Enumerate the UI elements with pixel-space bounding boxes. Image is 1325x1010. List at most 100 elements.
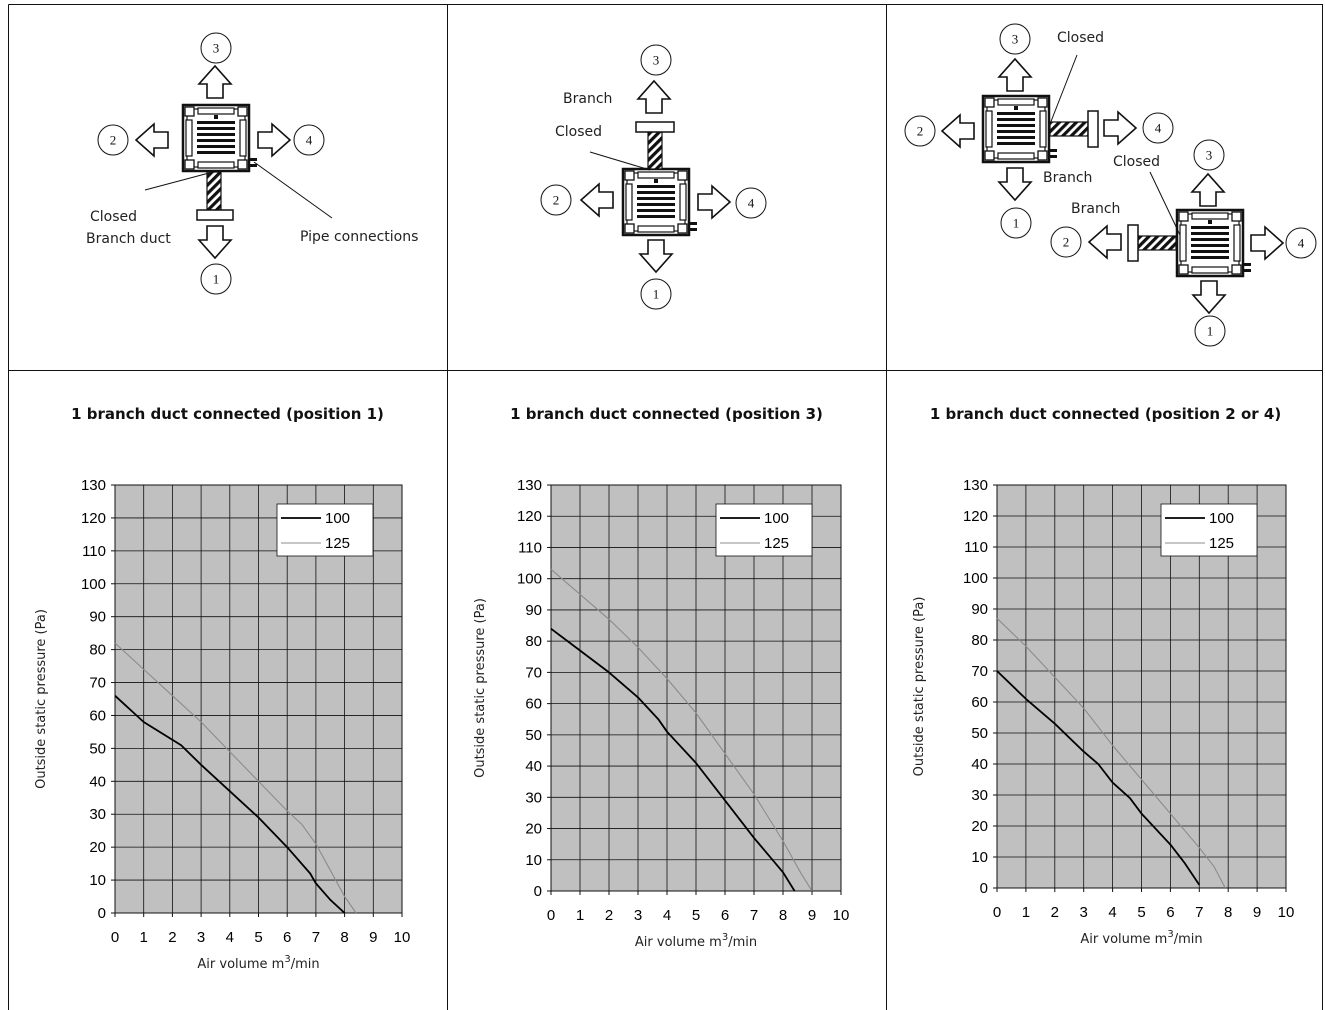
branch-label: Branch	[563, 91, 612, 107]
closed-duct	[1137, 235, 1177, 251]
branch-label: Branch	[1043, 170, 1092, 186]
series-line-125	[114, 642, 357, 914]
y-tick-label: 60	[971, 694, 988, 711]
arrow-right-icon	[697, 185, 731, 219]
x-tick-label: 2	[605, 907, 613, 924]
branch-duct-flange	[196, 209, 234, 221]
y-tick-label: 30	[971, 787, 988, 804]
series-line-125	[996, 617, 1226, 889]
y-tick-label: 120	[81, 510, 106, 527]
y-tick-label: 130	[517, 477, 542, 494]
legend-label: 125	[764, 535, 789, 552]
arrow-left-icon	[941, 114, 975, 148]
branch-duct-flange	[635, 121, 675, 133]
diagram-position-1: 3 2 4 1 Closed Branch duct Pipe connecti…	[86, 32, 418, 295]
branch-label: Branch	[1071, 201, 1120, 217]
arrow-left-icon	[580, 183, 614, 217]
legend-label: 100	[764, 510, 789, 527]
arrow-number-2: 2	[110, 133, 117, 148]
y-tick-label: 120	[517, 508, 542, 525]
arrow-number-4: 4	[1298, 236, 1305, 251]
arrow-down-icon	[639, 239, 673, 273]
arrow-number-3: 3	[1012, 32, 1019, 47]
x-tick-label: 1	[140, 929, 148, 946]
legend-box	[715, 503, 813, 557]
x-tick-label: 10	[833, 907, 850, 924]
cassette-unit-icon	[981, 94, 1059, 164]
y-tick-label: 80	[525, 633, 542, 650]
x-tick-label: 4	[663, 907, 671, 924]
x-tick-label: 2	[168, 929, 176, 946]
y-tick-label: 110	[964, 539, 988, 556]
x-axis-label: Air volume m3/min	[635, 932, 757, 950]
charts-row: 1 branch duct connected (position 1)0102…	[34, 405, 1294, 972]
y-tick-label: 0	[534, 883, 542, 900]
x-tick-label: 8	[340, 929, 348, 946]
x-tick-label: 9	[1253, 904, 1261, 921]
y-tick-label: 40	[525, 758, 542, 775]
arrow-right-icon	[1103, 111, 1137, 145]
y-tick-label: 10	[89, 872, 106, 889]
arrow-number-2: 2	[1063, 235, 1070, 250]
x-tick-label: 1	[1022, 904, 1030, 921]
legend-label: 125	[1209, 535, 1234, 552]
y-tick-label: 60	[525, 696, 542, 713]
arrow-right-icon	[257, 123, 291, 157]
y-tick-label: 70	[525, 664, 542, 681]
legend-box	[276, 503, 374, 557]
y-tick-label: 100	[517, 571, 542, 588]
arrow-number-2: 2	[553, 193, 560, 208]
arrow-number-4: 4	[1155, 121, 1162, 136]
x-tick-label: 0	[547, 907, 555, 924]
cassette-unit-icon	[181, 103, 259, 173]
y-tick-label: 20	[89, 839, 106, 856]
legend-box	[1160, 503, 1258, 557]
x-axis-label: Air volume m3/min	[197, 954, 319, 972]
y-tick-label: 120	[963, 508, 988, 525]
y-tick-label: 90	[89, 609, 106, 626]
y-axis-label: Outside static pressure (Pa)	[912, 597, 927, 777]
x-tick-label: 8	[779, 907, 787, 924]
closed-label: Closed	[1113, 154, 1160, 170]
legend-label: 100	[325, 510, 350, 527]
y-tick-label: 40	[89, 773, 106, 790]
x-tick-label: 6	[1166, 904, 1174, 921]
cassette-unit-icon	[621, 167, 699, 237]
arrow-number-2: 2	[917, 124, 924, 139]
y-tick-label: 10	[525, 852, 542, 869]
y-tick-label: 50	[89, 740, 106, 757]
y-tick-label: 80	[971, 632, 988, 649]
pipe-connections-label: Pipe connections	[300, 229, 418, 245]
y-tick-label: 10	[971, 849, 988, 866]
x-tick-label: 0	[993, 904, 1001, 921]
y-tick-label: 40	[971, 756, 988, 773]
y-tick-label: 90	[525, 602, 542, 619]
y-tick-label: 100	[81, 576, 106, 593]
closed-duct	[647, 130, 663, 170]
y-tick-label: 0	[98, 905, 106, 922]
arrow-down-icon	[998, 167, 1032, 201]
x-tick-label: 2	[1051, 904, 1059, 921]
closed-label: Closed	[555, 124, 602, 140]
diagram-position-3: 3 2 4 1 Branch Closed	[540, 44, 767, 310]
x-tick-label: 0	[111, 929, 119, 946]
x-tick-label: 5	[1137, 904, 1145, 921]
arrow-up-icon	[1191, 173, 1225, 207]
y-tick-label: 110	[518, 539, 542, 556]
x-tick-label: 3	[1080, 904, 1088, 921]
closed-label: Closed	[1057, 30, 1104, 46]
y-tick-label: 20	[971, 818, 988, 835]
y-tick-label: 60	[89, 707, 106, 724]
x-tick-label: 5	[254, 929, 262, 946]
arrow-number-1: 1	[1013, 216, 1020, 231]
series-line-100	[996, 670, 1201, 886]
diagram-position-2-or-4: 3 2 4 1 Closed Branch 3 2 4 1 Closed Bra…	[904, 23, 1317, 347]
legend-label: 125	[325, 535, 350, 552]
arrow-number-3: 3	[213, 41, 220, 56]
x-tick-label: 7	[1195, 904, 1203, 921]
chart-title: 1 branch duct connected (position 3)	[510, 405, 823, 423]
y-tick-label: 30	[89, 806, 106, 823]
x-tick-label: 1	[576, 907, 584, 924]
